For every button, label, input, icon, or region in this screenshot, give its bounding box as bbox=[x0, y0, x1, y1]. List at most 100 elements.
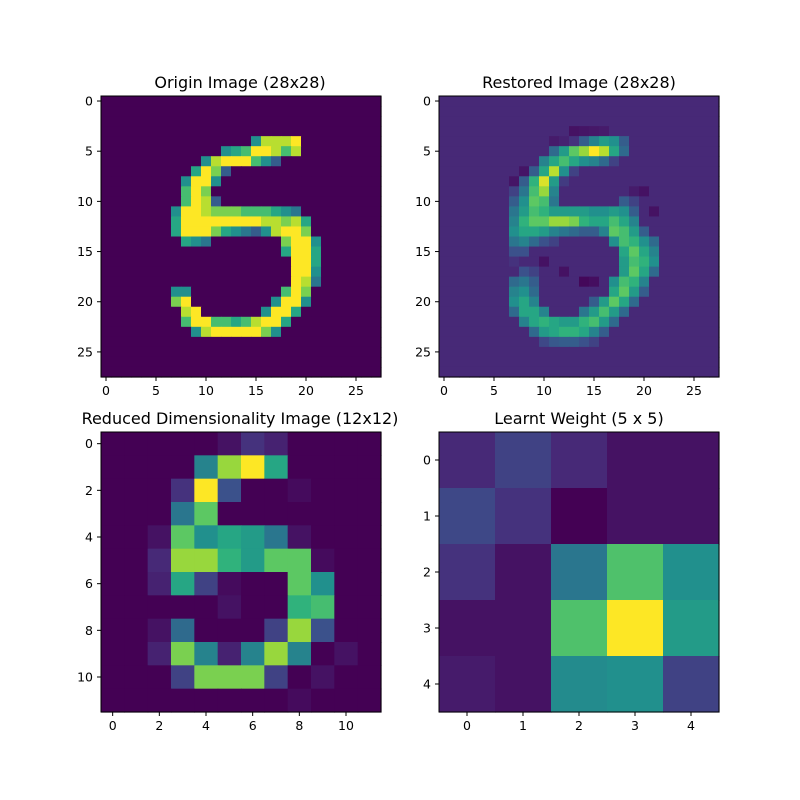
heatmap-cell bbox=[271, 266, 282, 278]
heatmap-cell bbox=[509, 366, 520, 378]
heatmap-cell bbox=[619, 266, 630, 278]
heatmap-cell bbox=[111, 96, 122, 107]
heatmap-cell bbox=[669, 266, 680, 278]
heatmap-cell bbox=[217, 432, 242, 456]
heatmap-cell bbox=[371, 276, 382, 288]
heatmap-cell bbox=[331, 186, 342, 197]
heatmap-cell bbox=[519, 196, 530, 207]
heatmap-cell bbox=[121, 336, 132, 348]
heatmap-cell bbox=[629, 156, 640, 167]
heatmap-cell bbox=[519, 156, 530, 167]
heatmap-cell bbox=[334, 572, 359, 596]
heatmap-cell bbox=[589, 356, 600, 368]
heatmap-cell bbox=[371, 346, 382, 358]
heatmap-cell bbox=[449, 326, 460, 338]
heatmap-cell bbox=[519, 306, 530, 318]
heatmap-cell bbox=[111, 166, 122, 177]
heatmap-cell bbox=[311, 96, 322, 107]
heatmap-cell bbox=[251, 326, 262, 338]
heatmap-cell bbox=[699, 96, 710, 107]
heatmap-cell bbox=[221, 356, 232, 368]
heatmap-cell bbox=[599, 236, 610, 248]
heatmap-cell bbox=[101, 196, 112, 207]
heatmap-cell bbox=[311, 276, 322, 288]
heatmap-cell bbox=[271, 226, 282, 238]
heatmap-cell bbox=[281, 326, 292, 338]
heatmap-cell bbox=[334, 688, 359, 713]
x-tick-label: 25 bbox=[686, 383, 702, 398]
heatmap-cell bbox=[479, 326, 490, 338]
heatmap-cell bbox=[201, 346, 212, 358]
y-tick-label: 1 bbox=[423, 509, 431, 524]
heatmap-cell bbox=[357, 455, 382, 480]
heatmap-cell bbox=[489, 266, 500, 278]
heatmap-cell bbox=[489, 356, 500, 368]
heatmap-cell bbox=[619, 156, 630, 167]
heatmap-cell bbox=[559, 316, 570, 328]
restored-image-heatmap bbox=[439, 96, 720, 378]
heatmap-cell bbox=[569, 266, 580, 278]
heatmap-cell bbox=[311, 226, 322, 238]
heatmap-cell bbox=[699, 166, 710, 177]
heatmap-cell bbox=[211, 306, 222, 318]
heatmap-cell bbox=[241, 356, 252, 368]
heatmap-cell bbox=[351, 126, 362, 137]
x-tick-label: 2 bbox=[575, 718, 583, 733]
heatmap-cell bbox=[101, 356, 112, 368]
y-tick-label: 3 bbox=[423, 621, 431, 636]
heatmap-cell bbox=[261, 266, 272, 278]
heatmap-cell bbox=[241, 366, 252, 378]
heatmap-cell bbox=[171, 176, 182, 187]
heatmap-cell bbox=[689, 206, 700, 218]
heatmap-cell bbox=[371, 206, 382, 218]
heatmap-cell bbox=[131, 286, 142, 298]
heatmap-cell bbox=[679, 126, 690, 137]
heatmap-cell bbox=[171, 256, 182, 268]
heatmap-cell bbox=[121, 176, 132, 187]
heatmap-cell bbox=[469, 226, 480, 238]
heatmap-cell bbox=[539, 276, 550, 288]
heatmap-cell bbox=[529, 236, 540, 248]
heatmap-cell bbox=[131, 116, 142, 127]
heatmap-cell bbox=[151, 346, 162, 358]
heatmap-cell bbox=[519, 256, 530, 268]
heatmap-cell bbox=[221, 206, 232, 218]
heatmap-cell bbox=[629, 306, 640, 318]
heatmap-cell bbox=[479, 136, 490, 147]
heatmap-cell bbox=[579, 156, 590, 167]
heatmap-cell bbox=[291, 276, 302, 288]
heatmap-cell bbox=[659, 276, 670, 288]
heatmap-cell bbox=[629, 316, 640, 328]
heatmap-cell bbox=[221, 256, 232, 268]
heatmap-cell bbox=[569, 176, 580, 187]
heatmap-cell bbox=[459, 96, 470, 107]
heatmap-cell bbox=[281, 226, 292, 238]
heatmap-cell bbox=[639, 116, 650, 127]
heatmap-cell bbox=[569, 236, 580, 248]
heatmap-cell bbox=[161, 96, 172, 107]
heatmap-cell bbox=[171, 618, 195, 643]
heatmap-cell bbox=[264, 455, 289, 480]
heatmap-cell bbox=[221, 146, 232, 157]
heatmap-cell bbox=[331, 256, 342, 268]
heatmap-cell bbox=[489, 206, 500, 218]
heatmap-cell bbox=[629, 136, 640, 147]
heatmap-cell bbox=[569, 336, 580, 348]
heatmap-cell bbox=[439, 286, 450, 298]
heatmap-cell bbox=[331, 206, 342, 218]
heatmap-cell bbox=[699, 196, 710, 207]
heatmap-cell bbox=[341, 96, 352, 107]
heatmap-cell bbox=[261, 176, 272, 187]
heatmap-cell bbox=[281, 196, 292, 207]
heatmap-cell bbox=[191, 246, 202, 258]
heatmap-cell bbox=[191, 186, 202, 197]
heatmap-cell bbox=[549, 176, 560, 187]
heatmap-cell bbox=[469, 236, 480, 248]
heatmap-cell bbox=[659, 296, 670, 308]
heatmap-cell bbox=[361, 366, 372, 378]
heatmap-cell bbox=[459, 206, 470, 218]
heatmap-cell bbox=[569, 316, 580, 328]
heatmap-cell bbox=[589, 196, 600, 207]
heatmap-cell bbox=[689, 186, 700, 197]
